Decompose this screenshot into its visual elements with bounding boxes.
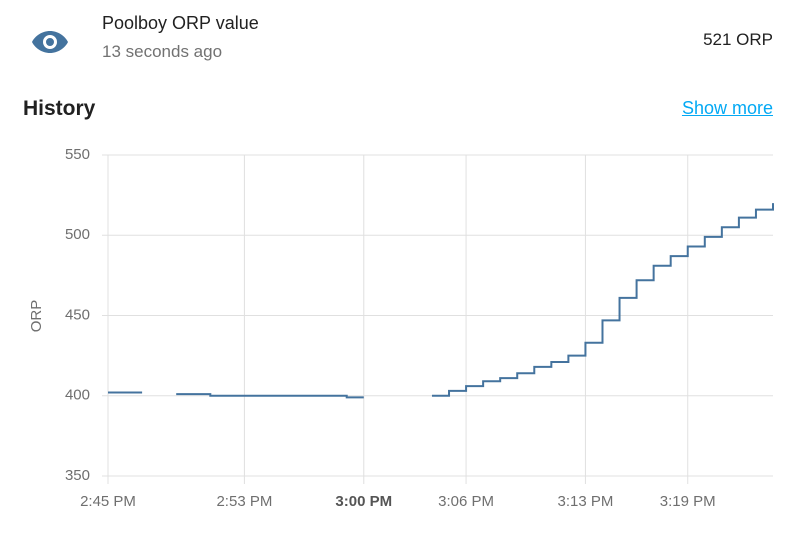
- y-tick-label: 400: [65, 387, 90, 404]
- eye-icon: [32, 31, 68, 53]
- data-line: [108, 203, 774, 399]
- x-tick-label: 3:06 PM: [438, 493, 494, 510]
- x-tick-label: 2:45 PM: [80, 493, 136, 510]
- y-tick-label: 550: [65, 146, 90, 163]
- history-title: History: [23, 97, 96, 120]
- entity-name: Poolboy ORP value: [102, 13, 259, 33]
- y-tick-label: 350: [65, 467, 90, 484]
- last-changed: 13 seconds ago: [102, 42, 223, 61]
- entity-state: 521 ORP: [703, 30, 773, 49]
- y-tick-label: 500: [65, 226, 90, 243]
- x-tick-label: 2:53 PM: [216, 493, 272, 510]
- y-axis-label: ORP: [28, 300, 45, 333]
- x-tick-label: 3:19 PM: [660, 493, 716, 510]
- y-tick-label: 450: [65, 306, 90, 323]
- x-tick-label: 3:13 PM: [557, 493, 613, 510]
- x-tick-label: 3:00 PM: [335, 493, 392, 510]
- show-more-link[interactable]: Show more: [681, 98, 773, 118]
